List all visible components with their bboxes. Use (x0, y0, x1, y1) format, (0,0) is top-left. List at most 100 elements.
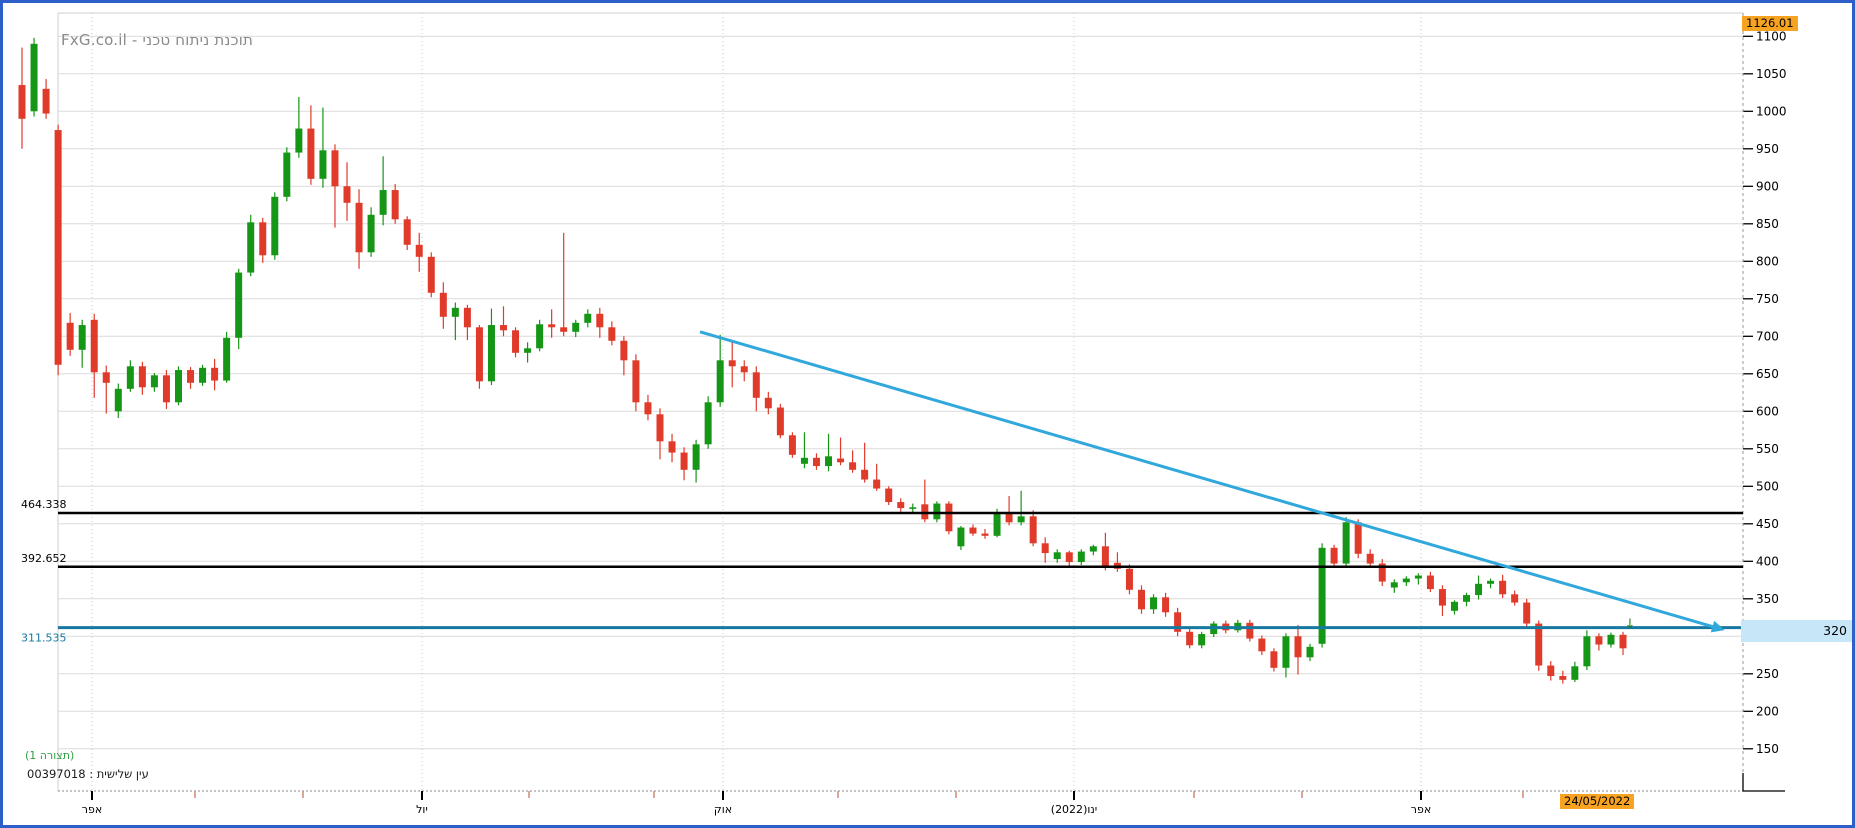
candle (90, 313, 98, 398)
candle (1378, 559, 1386, 587)
candle (1511, 590, 1519, 606)
trendline[interactable] (699, 330, 1716, 629)
candle (1475, 575, 1483, 600)
candle-body (692, 444, 700, 470)
candle (500, 306, 508, 337)
candle (42, 79, 50, 119)
candle (138, 361, 146, 395)
x-tick-label: אוק (714, 803, 732, 816)
candle-body (1137, 589, 1145, 610)
axis-corner (1742, 773, 1785, 792)
candle-body (54, 130, 62, 365)
candle-body (1162, 597, 1170, 613)
candle-body (18, 85, 26, 119)
candle-body (728, 360, 736, 367)
candle-body (969, 527, 977, 534)
candle (199, 364, 207, 386)
candle-body (849, 462, 857, 470)
candle (632, 354, 640, 412)
candle-body (1354, 522, 1362, 554)
candle (1246, 619, 1254, 642)
candle (451, 302, 459, 341)
candle (1390, 579, 1398, 593)
candle (1101, 532, 1109, 571)
candle (415, 232, 423, 272)
candle (1426, 571, 1434, 593)
candle-body (174, 370, 182, 403)
candle-body (1174, 612, 1182, 632)
y-tick-label: 1000 (1756, 104, 1787, 118)
candle (66, 313, 74, 356)
candle-body (909, 507, 917, 509)
y-tick-label: 550 (1756, 442, 1779, 456)
candle-body (1583, 636, 1591, 667)
candle (1523, 598, 1531, 629)
candle-body (1438, 589, 1446, 606)
down-arrow-marker: ↓ (1625, 617, 1636, 632)
candle-body (1463, 595, 1471, 602)
y-tick-label: 250 (1756, 667, 1779, 681)
candlestick-chart-canvas[interactable]: 1100 1050 1000 950 900 850 800 750 700 650 600 550 5… (3, 3, 1855, 828)
candle (945, 501, 953, 535)
candle-body (1450, 601, 1458, 611)
y-tick-label: 500 (1756, 479, 1779, 493)
candle (150, 373, 158, 392)
candle (1499, 574, 1507, 599)
candle-body (740, 366, 748, 373)
candle (223, 331, 231, 383)
candle-body (1366, 553, 1374, 564)
candle (644, 394, 652, 421)
candle-body (800, 457, 808, 464)
candle (463, 304, 471, 341)
candle (1414, 573, 1422, 585)
candle (1354, 519, 1362, 559)
candle (873, 463, 881, 491)
candle (788, 432, 796, 458)
candle-body (668, 441, 676, 453)
candle-body (259, 222, 267, 256)
candle-body (199, 367, 207, 383)
y-tick-label: 950 (1756, 142, 1779, 156)
candle-body (861, 469, 869, 480)
candle (379, 156, 387, 226)
candle-body (873, 479, 881, 489)
last-date-tag[interactable]: 24/05/2022 (1560, 794, 1635, 809)
candle (957, 526, 965, 551)
candle-body (283, 152, 291, 197)
candle-body (524, 348, 532, 353)
candle-body (945, 503, 953, 532)
candle-body (1294, 636, 1302, 658)
candle (343, 162, 351, 221)
candle-body (1306, 646, 1314, 658)
candle (211, 358, 219, 391)
candle (235, 268, 243, 350)
candle (800, 432, 808, 469)
candle-body (1270, 651, 1278, 668)
candle-body (536, 324, 544, 349)
candle (114, 383, 122, 419)
axis-price-tag[interactable]: 320 (1741, 620, 1852, 642)
candle (1174, 607, 1182, 637)
candle (18, 47, 26, 149)
candle (355, 189, 363, 269)
candle (1029, 510, 1037, 547)
candle (776, 403, 784, 439)
candle (596, 307, 604, 338)
candle-body (319, 150, 327, 179)
candle (1113, 552, 1121, 572)
candle-body (367, 214, 375, 253)
candle-body (1330, 547, 1338, 564)
candle (1162, 592, 1170, 617)
support-line-label: 311.535 (21, 632, 67, 645)
candle-body (1511, 594, 1519, 603)
candle-body (1005, 512, 1013, 523)
candle (1294, 625, 1302, 675)
y-tick-label: 600 (1756, 404, 1779, 418)
candle-body (752, 372, 760, 398)
candle (1089, 544, 1097, 556)
candle-body (837, 458, 845, 463)
candle-body (126, 366, 134, 389)
candle-body (138, 366, 146, 388)
candle (1571, 661, 1579, 683)
candle (259, 217, 267, 263)
